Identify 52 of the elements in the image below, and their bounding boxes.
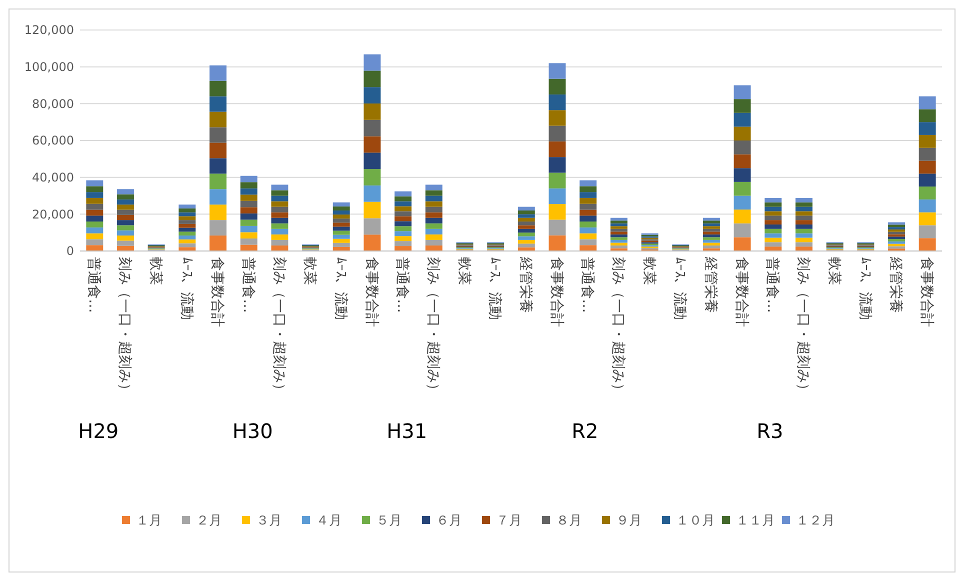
x-tick-label: 軟菜 xyxy=(456,257,472,285)
x-tick-label: ﾑｰｽ、流動 xyxy=(856,257,873,320)
x-tick-label: 刻み（一口・超刻み） xyxy=(425,257,441,397)
x-tick-label: 食事数合計 xyxy=(548,257,564,327)
x-tick-label: 普通食… xyxy=(240,257,257,313)
x-tick-label: 刻み（一口・超刻み） xyxy=(795,257,812,397)
text: H31 xyxy=(386,419,428,443)
y-tick-label: 120,000 xyxy=(24,23,74,38)
legend-label: ８月 xyxy=(556,514,582,529)
legend-label: ４月 xyxy=(316,514,342,529)
legend-label: １１月 xyxy=(736,514,775,529)
x-tick-label: 軟菜 xyxy=(302,257,318,285)
x-tick-label: 普通食… xyxy=(394,257,412,313)
x-tick-label: 普通食… xyxy=(579,257,596,313)
x-tick-label: 経管栄養 xyxy=(888,256,904,313)
x-tick-label: 食事数合計 xyxy=(918,257,934,327)
x-tick-label: 刻み（一口・超刻み） xyxy=(270,257,287,397)
x-tick-label: ﾑｰｽ、流動 xyxy=(178,257,194,320)
legend-label: ５月 xyxy=(376,514,402,529)
legend-label: ９月 xyxy=(616,514,642,529)
legend-label: ７月 xyxy=(496,514,522,529)
text: R2 xyxy=(572,419,598,443)
legend-label: １２月 xyxy=(796,514,835,529)
x-tick-label: 食事数合計 xyxy=(209,257,226,327)
y-tick-label: 100,000 xyxy=(24,60,74,74)
legend-label: １０月 xyxy=(676,514,715,529)
x-tick-label: 普通食… xyxy=(86,257,103,313)
x-tick-label: 刻み（一口・超刻み） xyxy=(610,257,626,397)
x-tick-label: 食事数合計 xyxy=(363,257,380,327)
x-tick-label: 経管栄養 xyxy=(518,256,534,313)
x-tick-label: 刻み（一口・超刻み） xyxy=(116,257,133,397)
legend-label: ６月 xyxy=(436,514,462,529)
y-tick-label: 80,000 xyxy=(32,96,74,111)
x-tick-label: ﾑｰｽ、流動 xyxy=(486,257,503,320)
x-tick-label: 軟菜 xyxy=(826,257,842,285)
x-tick-label: 食事数合計 xyxy=(733,257,750,327)
text: H29 xyxy=(78,419,119,443)
x-tick-label: 経管栄養 xyxy=(702,256,719,313)
legend-label: ２月 xyxy=(196,514,222,529)
legend-label: １月 xyxy=(136,514,162,529)
x-tick-label: 普通食… xyxy=(764,257,782,313)
y-tick-label: 20,000 xyxy=(32,207,74,222)
x-tick-label: 軟菜 xyxy=(640,257,657,285)
legend-label: ３月 xyxy=(256,514,282,529)
x-tick-label: ﾑｰｽ、流動 xyxy=(672,257,688,320)
x-tick-label: 軟菜 xyxy=(147,257,164,285)
x-tick-label: ﾑｰｽ、流動 xyxy=(332,257,348,320)
text: H30 xyxy=(232,419,273,443)
y-tick-label: 60,000 xyxy=(32,134,74,148)
y-tick-label: 0 xyxy=(66,244,74,258)
y-tick-label: 40,000 xyxy=(32,170,74,185)
text: R3 xyxy=(756,419,784,443)
